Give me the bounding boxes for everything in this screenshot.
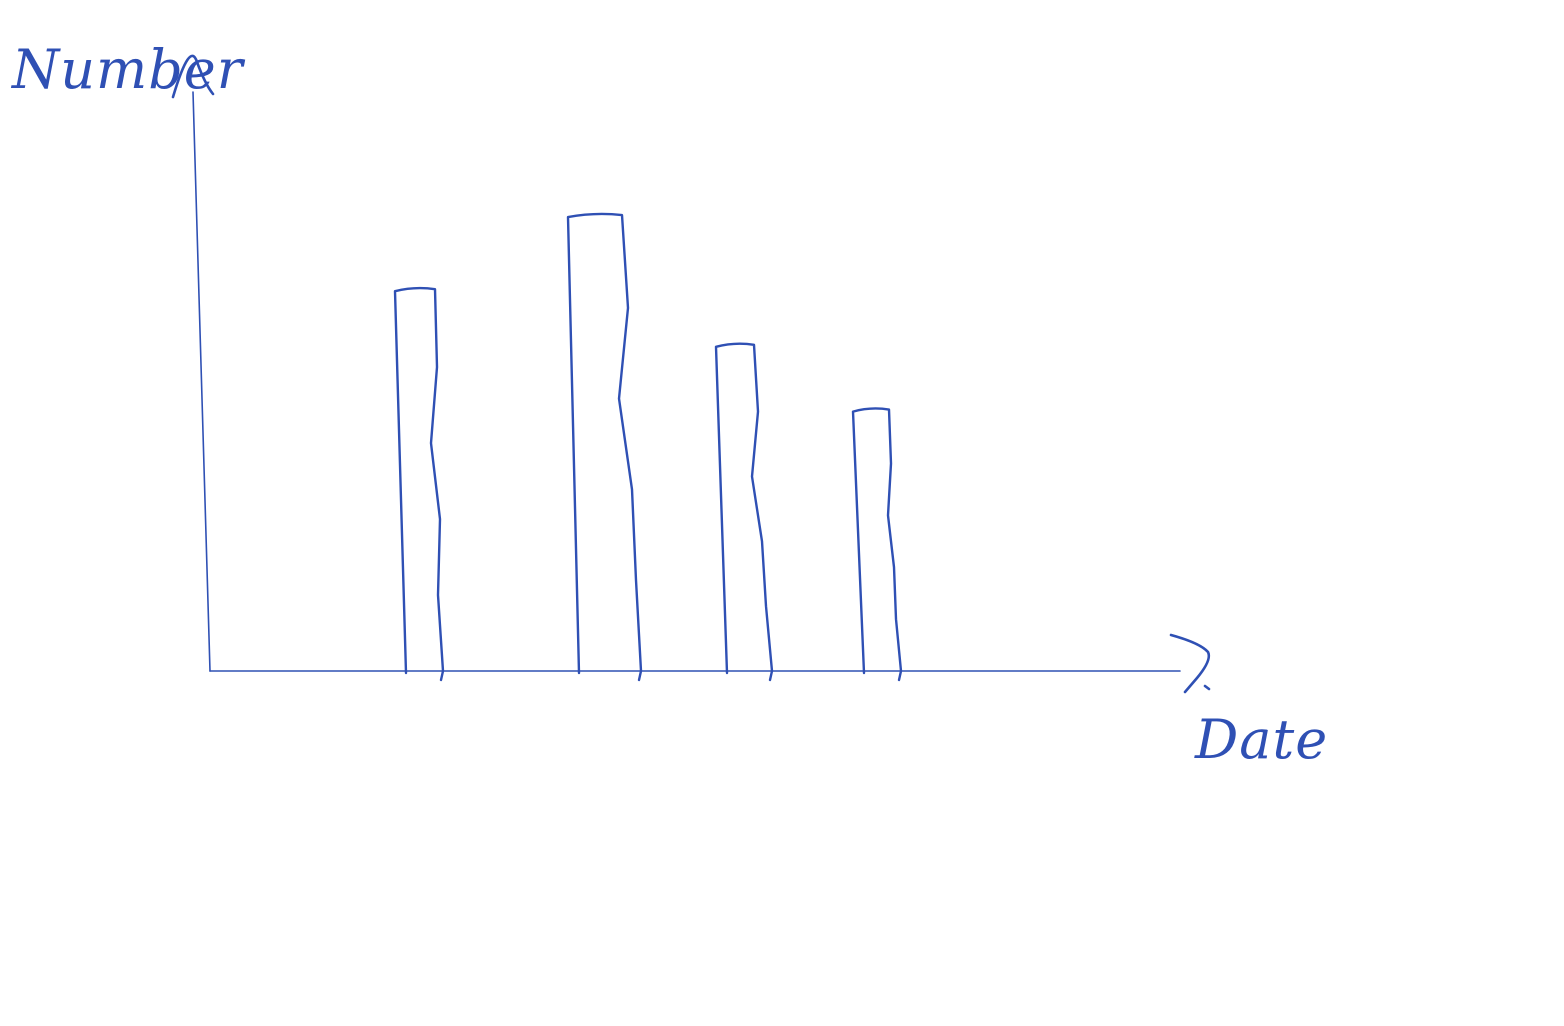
x-axis-arrow-dot (1203, 684, 1211, 691)
bar-1 (393, 286, 445, 682)
bars (393, 212, 903, 682)
y-axis-arrowhead (171, 54, 215, 99)
bar-2 (566, 212, 643, 682)
x-axis-label: Date (1194, 708, 1328, 771)
bar-4 (851, 407, 903, 682)
axes (171, 54, 1211, 694)
bar-3 (714, 342, 774, 682)
y-axis-label: Number (10, 38, 246, 101)
x-axis-arrowhead (1169, 633, 1211, 694)
y-axis-line (192, 91, 211, 672)
axis-labels: Number Date (10, 38, 1328, 771)
